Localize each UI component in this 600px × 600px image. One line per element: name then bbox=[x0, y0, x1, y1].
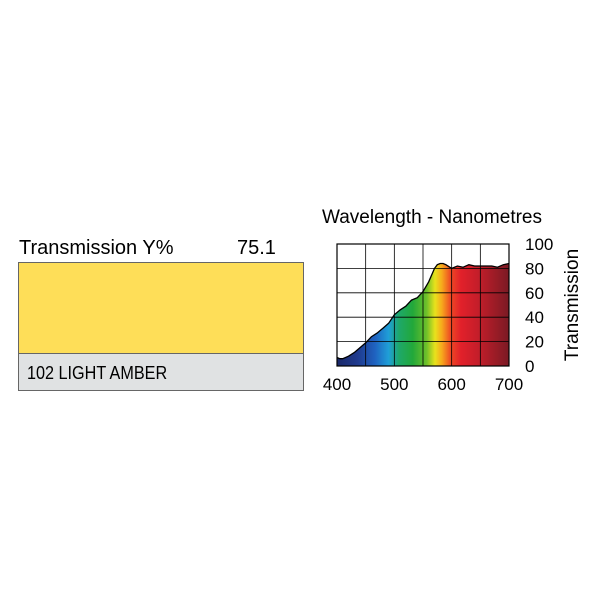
y-tick-label: 100 bbox=[525, 235, 553, 254]
transmission-label: Transmission Y% bbox=[19, 237, 174, 259]
y-tick-label: 0 bbox=[525, 357, 534, 376]
plot-frame bbox=[336, 243, 510, 367]
chart-title: Wavelength - Nanometres bbox=[322, 207, 542, 228]
transmission-curve bbox=[336, 262, 510, 360]
y-tick-label: 60 bbox=[525, 284, 544, 303]
x-tick-label: 600 bbox=[437, 375, 465, 394]
y-tick-label: 80 bbox=[525, 259, 544, 278]
y-tick-label: 40 bbox=[525, 308, 544, 327]
transmission-value: 75.1 bbox=[237, 237, 276, 259]
y-axis-label: Transmission bbox=[562, 249, 583, 361]
filter-name: 102 LIGHT AMBER bbox=[27, 363, 168, 383]
swatch-color bbox=[19, 263, 303, 354]
filter-swatch: 102 LIGHT AMBER bbox=[18, 262, 304, 391]
x-tick-label: 700 bbox=[495, 375, 523, 394]
y-tick-label: 20 bbox=[525, 333, 544, 352]
x-tick-label: 500 bbox=[380, 375, 408, 394]
x-tick-label: 400 bbox=[323, 375, 351, 394]
